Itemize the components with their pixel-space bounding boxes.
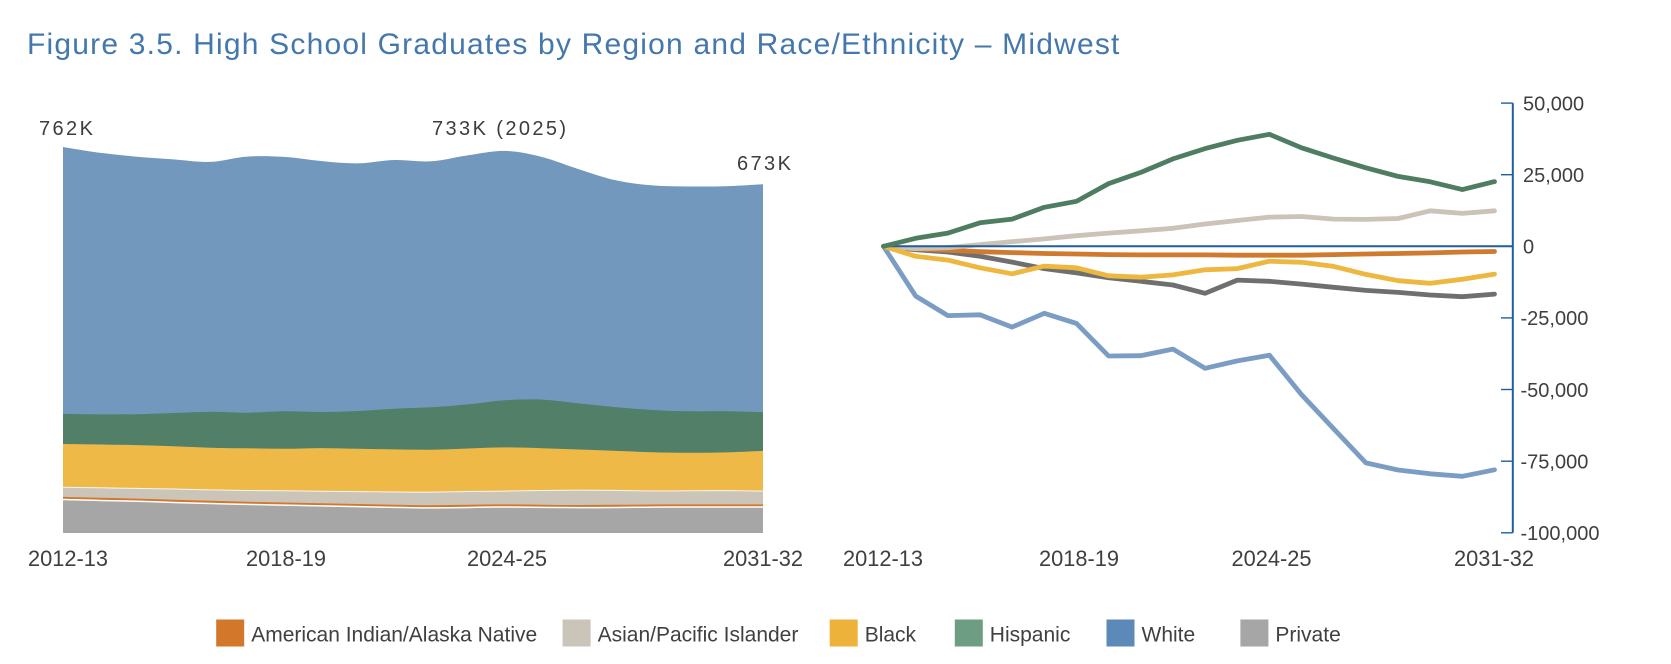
svg-text:-50,000: -50,000 <box>1521 380 1589 402</box>
svg-text:733K (2025): 733K (2025) <box>432 118 568 140</box>
svg-text:0: 0 <box>1523 237 1534 259</box>
svg-text:Black: Black <box>865 624 917 647</box>
svg-text:2012-13: 2012-13 <box>28 546 108 571</box>
svg-text:2018-19: 2018-19 <box>246 546 326 571</box>
svg-text:-100,000: -100,000 <box>1521 523 1600 545</box>
svg-text:Figure 3.5. High School Gradua: Figure 3.5. High School Graduates by Reg… <box>27 28 1121 61</box>
svg-text:25,000: 25,000 <box>1523 165 1584 187</box>
svg-text:Asian/Pacific Islander: Asian/Pacific Islander <box>598 624 799 647</box>
svg-text:-75,000: -75,000 <box>1521 452 1589 474</box>
svg-text:2012-13: 2012-13 <box>843 546 923 571</box>
svg-text:American Indian/Alaska Native: American Indian/Alaska Native <box>251 624 537 647</box>
svg-text:2024-25: 2024-25 <box>467 546 547 571</box>
svg-text:Private: Private <box>1275 624 1340 647</box>
svg-text:2018-19: 2018-19 <box>1039 546 1119 571</box>
svg-text:Hispanic: Hispanic <box>990 624 1071 647</box>
svg-text:2024-25: 2024-25 <box>1232 546 1312 571</box>
svg-text:762K: 762K <box>39 118 95 140</box>
svg-text:673K: 673K <box>737 153 793 175</box>
svg-text:50,000: 50,000 <box>1523 93 1584 115</box>
svg-text:White: White <box>1142 624 1196 647</box>
svg-text:2031-32: 2031-32 <box>1454 546 1534 571</box>
svg-text:2031-32: 2031-32 <box>723 546 803 571</box>
svg-text:-25,000: -25,000 <box>1521 308 1589 330</box>
